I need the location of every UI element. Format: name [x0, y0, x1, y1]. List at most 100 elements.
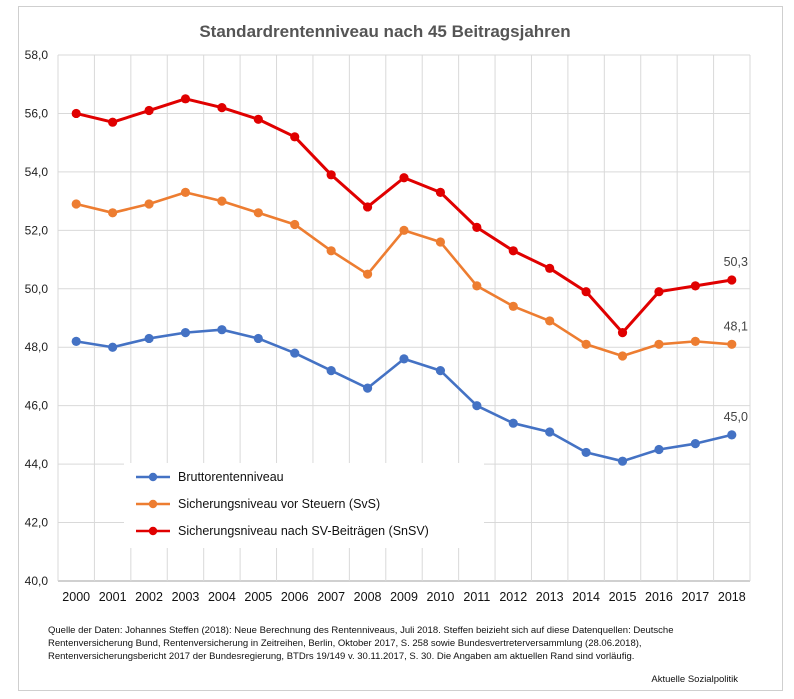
- legend-marker: [148, 499, 158, 509]
- x-tick-label: 2006: [281, 590, 309, 604]
- data-point: [108, 208, 118, 218]
- data-point: [435, 187, 446, 197]
- data-point: [399, 225, 409, 235]
- legend-label: Sicherungsniveau nach SV-Beiträgen (SnSV…: [178, 524, 429, 538]
- x-tick-label: 2017: [681, 590, 709, 604]
- x-tick-label: 2009: [390, 590, 418, 604]
- data-point: [472, 222, 482, 233]
- data-point: [617, 328, 628, 338]
- x-tick-label: 2013: [536, 590, 564, 604]
- data-point: [290, 219, 300, 230]
- series-line-3: [75, 97, 733, 335]
- data-point: [617, 456, 628, 466]
- y-tick-label: 58,0: [25, 48, 49, 62]
- y-tick-label: 46,0: [25, 399, 49, 413]
- x-tick-label: 2010: [427, 590, 455, 604]
- data-point: [144, 333, 154, 344]
- x-tick-label: 2000: [62, 590, 90, 604]
- data-point: [690, 336, 700, 346]
- data-point: [253, 208, 263, 218]
- data-point: [71, 199, 81, 209]
- data-point: [326, 246, 336, 256]
- data-point: [180, 94, 191, 104]
- x-tick-label: 2015: [609, 590, 637, 604]
- legend-marker: [148, 526, 158, 536]
- x-tick-label: 2016: [645, 590, 673, 604]
- data-point: [362, 269, 373, 279]
- y-tick-label: 52,0: [25, 223, 49, 237]
- data-point: [326, 366, 336, 376]
- data-point: [108, 342, 118, 352]
- data-point: [362, 202, 373, 212]
- legend-box: [124, 463, 484, 548]
- chart-frame: [18, 6, 783, 691]
- y-tick-label: 42,0: [25, 516, 49, 530]
- data-point: [144, 105, 154, 116]
- legend-marker: [148, 472, 158, 482]
- data-point: [71, 336, 81, 346]
- x-tick-label: 2001: [99, 590, 127, 604]
- footer-credit: Aktuelle Sozialpolitik: [651, 674, 738, 685]
- data-point: [71, 108, 81, 119]
- x-tick-label: 2002: [135, 590, 163, 604]
- data-point: [180, 328, 191, 338]
- data-point: [435, 366, 446, 376]
- data-point: [545, 316, 555, 326]
- x-tick-label: 2011: [463, 590, 490, 604]
- data-point: [253, 333, 263, 344]
- source-note: Quelle der Daten: Johannes Steffen (2018…: [48, 625, 674, 662]
- data-point: [508, 301, 518, 311]
- data-point: [508, 246, 518, 256]
- data-point: [690, 281, 700, 291]
- data-point: [399, 354, 409, 364]
- y-tick-label: 50,0: [25, 282, 49, 296]
- data-point: [180, 187, 191, 197]
- x-tick-label: 2003: [172, 590, 200, 604]
- data-point: [290, 348, 300, 358]
- data-point: [290, 132, 300, 142]
- data-label: 50,3: [724, 255, 748, 269]
- data-point: [362, 383, 373, 393]
- data-point: [581, 287, 591, 297]
- y-tick-label: 54,0: [25, 165, 49, 179]
- data-point: [217, 196, 227, 206]
- chart-title: Standardrentenniveau nach 45 Beitragsjah…: [199, 22, 570, 41]
- data-point: [508, 418, 518, 428]
- series-line-1: [76, 328, 733, 463]
- y-tick-label: 56,0: [25, 106, 49, 120]
- data-point: [654, 339, 664, 349]
- data-point: [617, 351, 628, 361]
- data-point: [217, 325, 227, 335]
- data-point: [435, 237, 446, 247]
- data-point: [253, 114, 263, 124]
- y-tick-label: 48,0: [25, 340, 49, 354]
- data-point: [654, 444, 664, 455]
- y-tick-label: 40,0: [25, 574, 49, 588]
- x-tick-label: 2005: [244, 590, 272, 604]
- data-point: [727, 275, 737, 285]
- series-line-2: [75, 191, 732, 358]
- data-point: [727, 339, 737, 349]
- y-tick-label: 44,0: [25, 457, 49, 471]
- legend-label: Sicherungsniveau vor Steuern (SvS): [178, 497, 380, 511]
- data-point: [326, 170, 336, 180]
- data-point: [690, 439, 700, 449]
- data-label: 48,1: [724, 319, 748, 333]
- legend-label: Bruttorentenniveau: [178, 470, 284, 484]
- x-tick-label: 2014: [572, 590, 600, 604]
- data-point: [144, 199, 154, 209]
- x-tick-label: 2008: [354, 590, 382, 604]
- data-point: [654, 287, 664, 297]
- x-tick-label: 2018: [718, 590, 746, 604]
- data-point: [545, 263, 555, 273]
- data-point: [399, 173, 409, 183]
- data-point: [727, 430, 737, 440]
- data-point: [581, 447, 591, 458]
- data-point: [472, 281, 482, 291]
- data-point: [472, 401, 482, 411]
- data-point: [217, 103, 227, 113]
- data-point: [108, 117, 118, 127]
- x-tick-label: 2004: [208, 590, 236, 604]
- data-point: [545, 427, 555, 437]
